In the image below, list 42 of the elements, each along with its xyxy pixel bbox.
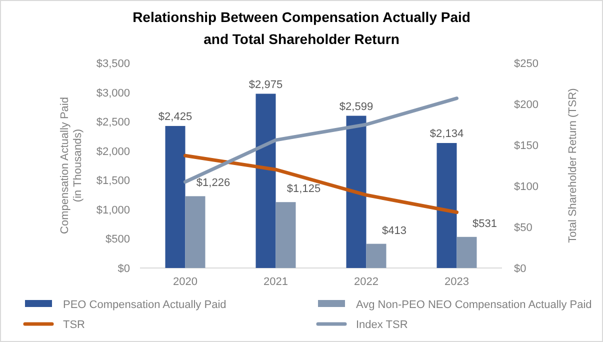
x-tick-label: 2021 [264,276,288,288]
y-tick-label: $0 [118,263,130,275]
x-tick-label: 2020 [173,276,198,288]
legend-label: Avg Non-PEO NEO Compensation Actually Paid [356,299,592,311]
y2-tick-label: $50 [514,222,532,234]
bar [256,94,276,268]
bar [456,236,477,268]
y-tick-label: $3,000 [96,87,130,100]
data-label: $531 [472,218,497,230]
bar [185,196,206,268]
data-label: $1,226 [196,177,230,190]
legend-label: PEO Compensation Actually Paid [63,299,226,311]
data-label: $2,425 [158,110,192,123]
data-label: $1,125 [286,183,321,196]
y2-tick-label: $0 [514,263,526,275]
y2-tick-label: $150 [514,140,538,152]
x-tick-label: 2023 [444,276,469,288]
y2-axis-title: Total Shareholder Return (TSR) [567,88,579,243]
bar [276,202,296,268]
y2-tick-label: $200 [514,99,538,111]
y-tick-label: $500 [106,234,130,246]
y2-tick-label: $100 [514,181,538,193]
y2-tick-label: $250 [514,58,538,70]
y-axis-title: Compensation Actually Paid (in Thousands) [59,97,84,234]
data-label: $413 [382,224,406,237]
data-label: $2,134 [430,128,464,140]
legend-label: TSR [63,319,86,331]
y-tick-label: $1,500 [96,175,130,188]
bar [346,116,366,268]
data-label: $2,599 [339,100,374,113]
y-tick-label: $2,000 [96,146,130,158]
y-tick-label: $3,500 [96,58,130,70]
bar [165,126,186,268]
line-series [184,154,458,214]
y-tick-label: $2,500 [96,116,130,129]
data-label: $2,975 [248,78,283,91]
y-tick-label: $1,000 [96,204,130,216]
chart-title: Relationship Between Compensation Actually Paid and Total Shareholder Return [132,9,470,47]
bar [436,143,457,268]
x-tick-label: 2022 [354,276,378,288]
bar [366,244,386,268]
legend-label: Index TSR [356,319,408,331]
